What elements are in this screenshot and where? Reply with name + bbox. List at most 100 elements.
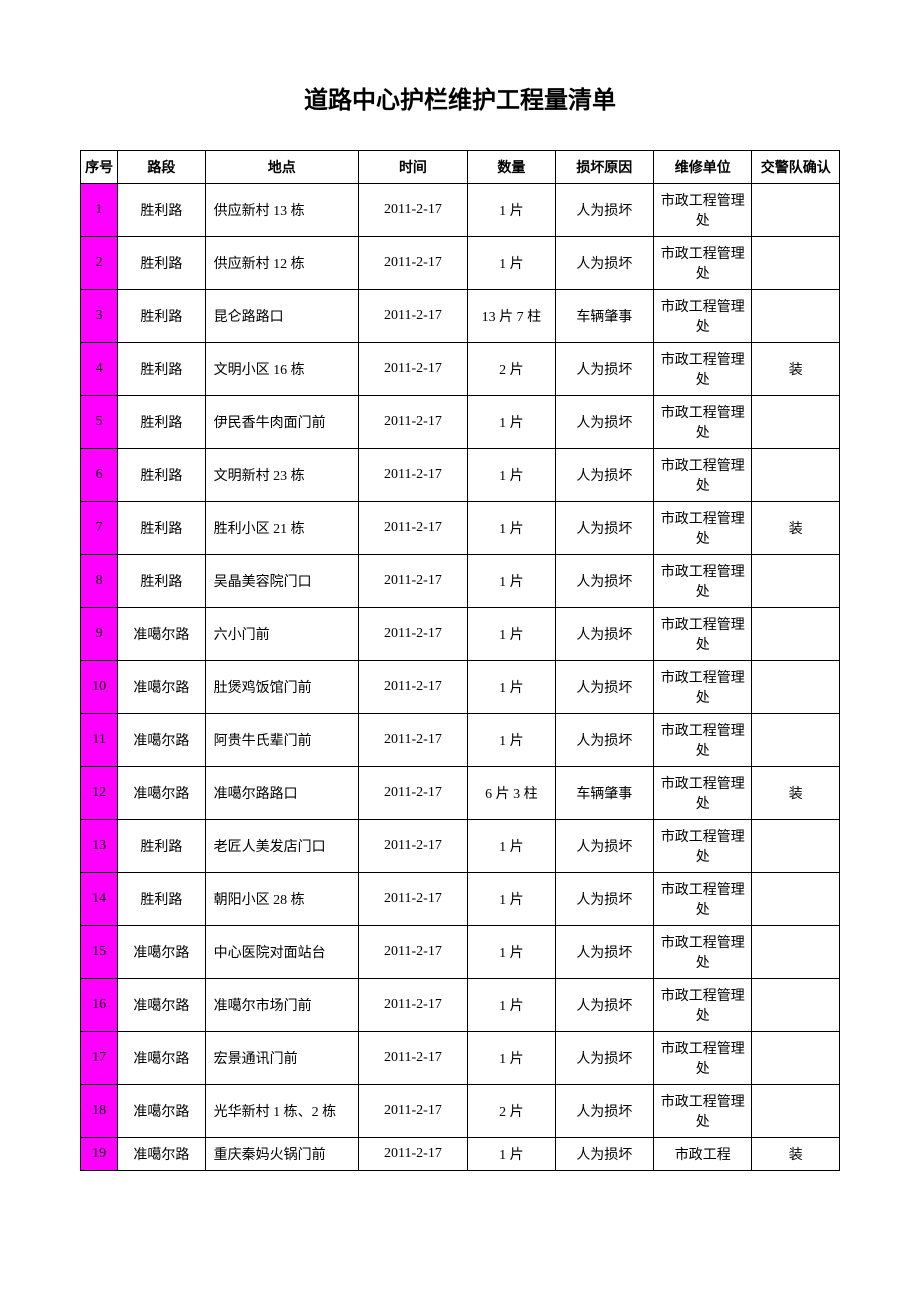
cell-reason: 人为损坏	[555, 449, 653, 502]
cell-road: 胜利路	[118, 290, 205, 343]
cell-road: 胜利路	[118, 184, 205, 237]
cell-time: 2011-2-17	[358, 449, 467, 502]
cell-unit: 市政工程管理处	[654, 926, 752, 979]
cell-reason: 人为损坏	[555, 1032, 653, 1085]
cell-location: 准噶尔市场门前	[205, 979, 358, 1032]
cell-quantity: 2 片	[468, 343, 555, 396]
cell-confirm	[752, 714, 840, 767]
table-row: 15准噶尔路中心医院对面站台2011-2-171 片人为损坏市政工程管理处	[81, 926, 840, 979]
cell-unit: 市政工程管理处	[654, 184, 752, 237]
cell-time: 2011-2-17	[358, 396, 467, 449]
col-seq: 序号	[81, 151, 118, 184]
table-body: 1胜利路供应新村 13 栋2011-2-171 片人为损坏市政工程管理处2胜利路…	[81, 184, 840, 1171]
cell-time: 2011-2-17	[358, 555, 467, 608]
cell-unit: 市政工程管理处	[654, 608, 752, 661]
cell-time: 2011-2-17	[358, 873, 467, 926]
cell-confirm	[752, 290, 840, 343]
cell-unit: 市政工程管理处	[654, 661, 752, 714]
cell-seq: 6	[81, 449, 118, 502]
cell-reason: 人为损坏	[555, 926, 653, 979]
cell-reason: 人为损坏	[555, 608, 653, 661]
cell-seq: 2	[81, 237, 118, 290]
cell-seq: 14	[81, 873, 118, 926]
col-road: 路段	[118, 151, 205, 184]
cell-road: 准噶尔路	[118, 714, 205, 767]
cell-time: 2011-2-17	[358, 767, 467, 820]
cell-seq: 8	[81, 555, 118, 608]
cell-seq: 13	[81, 820, 118, 873]
cell-quantity: 1 片	[468, 714, 555, 767]
col-quantity: 数量	[468, 151, 555, 184]
cell-confirm	[752, 820, 840, 873]
cell-confirm	[752, 608, 840, 661]
cell-unit: 市政工程管理处	[654, 449, 752, 502]
cell-location: 光华新村 1 栋、2 栋	[205, 1085, 358, 1138]
cell-seq: 10	[81, 661, 118, 714]
cell-location: 文明新村 23 栋	[205, 449, 358, 502]
cell-reason: 人为损坏	[555, 661, 653, 714]
table-row: 19准噶尔路重庆秦妈火锅门前2011-2-171 片人为损坏市政工程装	[81, 1138, 840, 1171]
cell-unit: 市政工程管理处	[654, 979, 752, 1032]
cell-quantity: 2 片	[468, 1085, 555, 1138]
cell-quantity: 1 片	[468, 449, 555, 502]
cell-reason: 人为损坏	[555, 820, 653, 873]
cell-confirm	[752, 661, 840, 714]
cell-seq: 5	[81, 396, 118, 449]
cell-road: 胜利路	[118, 820, 205, 873]
cell-road: 胜利路	[118, 396, 205, 449]
cell-quantity: 1 片	[468, 555, 555, 608]
cell-quantity: 1 片	[468, 873, 555, 926]
cell-confirm: 装	[752, 1138, 840, 1171]
cell-road: 胜利路	[118, 555, 205, 608]
cell-reason: 人为损坏	[555, 343, 653, 396]
cell-quantity: 1 片	[468, 396, 555, 449]
cell-seq: 12	[81, 767, 118, 820]
cell-unit: 市政工程管理处	[654, 767, 752, 820]
cell-reason: 车辆肇事	[555, 290, 653, 343]
cell-road: 胜利路	[118, 502, 205, 555]
cell-confirm	[752, 184, 840, 237]
page-title: 道路中心护栏维护工程量清单	[80, 80, 840, 115]
cell-location: 胜利小区 21 栋	[205, 502, 358, 555]
col-time: 时间	[358, 151, 467, 184]
cell-unit: 市政工程管理处	[654, 873, 752, 926]
cell-time: 2011-2-17	[358, 661, 467, 714]
cell-reason: 人为损坏	[555, 873, 653, 926]
cell-location: 中心医院对面站台	[205, 926, 358, 979]
cell-time: 2011-2-17	[358, 237, 467, 290]
cell-quantity: 1 片	[468, 608, 555, 661]
cell-location: 昆仑路路口	[205, 290, 358, 343]
cell-seq: 7	[81, 502, 118, 555]
maintenance-table: 序号 路段 地点 时间 数量 损坏原因 维修单位 交警队确认 1胜利路供应新村 …	[80, 150, 840, 1171]
cell-quantity: 13 片 7 柱	[468, 290, 555, 343]
cell-location: 文明小区 16 栋	[205, 343, 358, 396]
cell-reason: 人为损坏	[555, 714, 653, 767]
cell-quantity: 6 片 3 柱	[468, 767, 555, 820]
cell-unit: 市政工程管理处	[654, 237, 752, 290]
cell-road: 准噶尔路	[118, 979, 205, 1032]
table-row: 1胜利路供应新村 13 栋2011-2-171 片人为损坏市政工程管理处	[81, 184, 840, 237]
cell-reason: 人为损坏	[555, 184, 653, 237]
cell-unit: 市政工程	[654, 1138, 752, 1171]
cell-confirm: 装	[752, 343, 840, 396]
cell-reason: 人为损坏	[555, 502, 653, 555]
cell-location: 伊民香牛肉面门前	[205, 396, 358, 449]
cell-confirm	[752, 926, 840, 979]
cell-road: 胜利路	[118, 343, 205, 396]
cell-unit: 市政工程管理处	[654, 502, 752, 555]
cell-road: 准噶尔路	[118, 661, 205, 714]
cell-quantity: 1 片	[468, 1138, 555, 1171]
table-row: 7胜利路胜利小区 21 栋2011-2-171 片人为损坏市政工程管理处装	[81, 502, 840, 555]
cell-time: 2011-2-17	[358, 343, 467, 396]
cell-location: 老匠人美发店门口	[205, 820, 358, 873]
cell-time: 2011-2-17	[358, 1032, 467, 1085]
table-row: 10准噶尔路肚煲鸡饭馆门前2011-2-171 片人为损坏市政工程管理处	[81, 661, 840, 714]
cell-time: 2011-2-17	[358, 608, 467, 661]
cell-unit: 市政工程管理处	[654, 555, 752, 608]
cell-confirm	[752, 979, 840, 1032]
table-row: 3胜利路昆仑路路口2011-2-1713 片 7 柱车辆肇事市政工程管理处	[81, 290, 840, 343]
cell-seq: 4	[81, 343, 118, 396]
cell-time: 2011-2-17	[358, 502, 467, 555]
cell-road: 胜利路	[118, 237, 205, 290]
col-unit: 维修单位	[654, 151, 752, 184]
